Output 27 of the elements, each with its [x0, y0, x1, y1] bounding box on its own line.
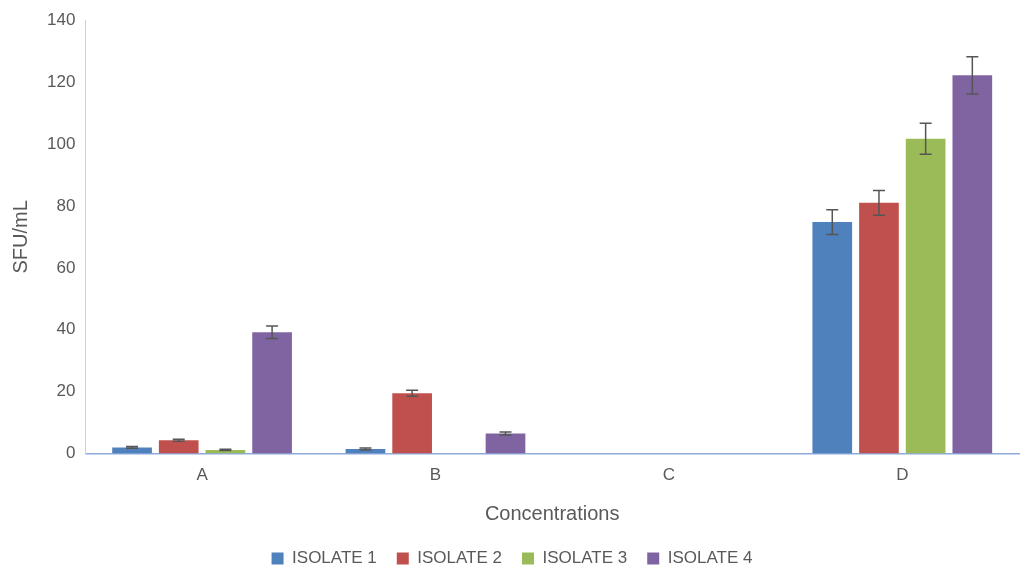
- legend-label: ISOLATE 1: [292, 548, 377, 568]
- x-tick-label: A: [196, 465, 209, 485]
- bar: [859, 202, 899, 454]
- y-tick-label: 120: [46, 71, 76, 91]
- y-tick-label: 0: [65, 443, 76, 463]
- bar: [158, 440, 199, 454]
- y-axis-title: SFU/mL: [8, 200, 31, 274]
- bar: [952, 75, 993, 454]
- bar: [252, 332, 292, 454]
- x-tick-label: B: [429, 465, 442, 485]
- bar: [485, 433, 526, 454]
- legend-label: ISOLATE 2: [417, 548, 502, 568]
- bar: [392, 393, 432, 454]
- x-axis-title: Concentrations: [484, 501, 620, 524]
- y-tick-label: 80: [56, 195, 76, 215]
- bar: [112, 447, 152, 454]
- bar: [905, 138, 946, 454]
- x-tick-label: D: [896, 465, 909, 485]
- bar: [812, 222, 853, 454]
- y-tick-label: 20: [56, 381, 76, 401]
- y-tick-label: 60: [56, 257, 76, 277]
- legend-label: ISOLATE 4: [667, 548, 753, 568]
- y-tick-label: 100: [46, 133, 76, 153]
- y-tick-label: 40: [56, 319, 76, 339]
- y-tick-label: 140: [46, 9, 76, 29]
- x-tick-label: C: [662, 465, 676, 485]
- legend-label: ISOLATE 3: [542, 548, 628, 568]
